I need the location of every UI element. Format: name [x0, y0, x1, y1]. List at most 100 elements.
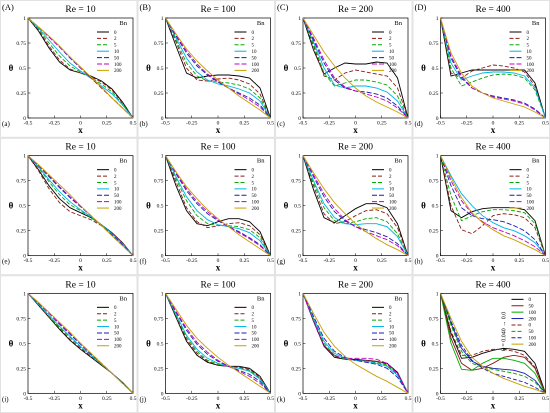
- y-tick-label: 0.75: [429, 41, 439, 47]
- legend-entry: 5: [389, 319, 392, 324]
- legend-entry: 200: [527, 207, 535, 212]
- x-tick-label: 0.5: [542, 396, 549, 402]
- panel-sublabel: (k): [277, 395, 286, 403]
- y-tick-label: 0.75: [291, 41, 301, 47]
- series-line-bn-2: [440, 155, 546, 256]
- panel-corner-label: (D): [415, 2, 427, 12]
- legend-entry: 200: [252, 207, 260, 212]
- panel-title: Re = 100: [201, 280, 236, 290]
- series-line-bn-10: [302, 293, 409, 394]
- plot-frame: [302, 17, 409, 119]
- series-line-bn-200: [27, 155, 134, 257]
- series-line-bn-2: [440, 17, 546, 119]
- series-line-bn-10: [165, 155, 271, 256]
- x-tick-label: 0.5: [405, 121, 412, 127]
- x-tick-label: -0.25: [49, 396, 61, 402]
- panel-border: [275, 0, 413, 138]
- legend-entry: 100: [114, 338, 122, 343]
- y-tick-label: 0.75: [291, 316, 301, 322]
- x-tick-label: 0.5: [542, 258, 549, 264]
- legend-entry: 10: [114, 188, 120, 193]
- panel-j: Re = 100 -0.5 -0.25 0 0.25 0.5 0 0.25 0.5 0.75 1 x θ…: [137, 275, 275, 413]
- x-tick-label: 0.5: [130, 258, 137, 264]
- panel-border: [0, 137, 138, 276]
- series-line-bn-10: [302, 17, 409, 119]
- x-tick-label: 0.25: [377, 258, 387, 264]
- series-line-bn-0: [165, 155, 271, 256]
- series-line-bn-0: [440, 155, 546, 256]
- y-tick-label: 0: [161, 254, 164, 260]
- x-tick-label: 0.5: [542, 121, 549, 127]
- y-tick-label: 0.25: [291, 229, 301, 235]
- legend-entry: 0: [252, 168, 255, 173]
- legend-entry: 10: [114, 325, 120, 330]
- panel-i: Re = 10 -0.5 -0.25 0 0.25 0.5 0 0.25 0.5 0.75 1 x θ (…: [0, 275, 138, 413]
- x-tick-label: 0.25: [239, 396, 249, 402]
- x-tick-label: -0.25: [49, 121, 61, 127]
- y-tick-label: 0.5: [19, 204, 26, 210]
- y-tick-label: 0: [23, 254, 26, 260]
- plot-frame: [440, 155, 546, 257]
- legend-entry: 50: [527, 194, 533, 199]
- panel-title: Re = 400: [476, 5, 511, 15]
- legend-entry: 10: [527, 50, 533, 55]
- panel-title: Re = 10: [65, 143, 95, 153]
- series-line-bn-200: [440, 17, 546, 119]
- legend-entry: 100: [389, 338, 397, 343]
- series-line-bn-100: [302, 155, 409, 257]
- x-tick-label: -0.25: [461, 121, 473, 127]
- panel-title: Re = 100: [201, 143, 236, 153]
- y-tick-label: 1: [23, 291, 26, 297]
- panel-sublabel: (h): [415, 258, 424, 266]
- legend-title: Bn: [257, 158, 265, 165]
- panel-title: Re = 400: [476, 280, 511, 290]
- series-line-bn-200: [165, 293, 271, 394]
- legend-title: Bn: [119, 20, 127, 27]
- y-tick-label: 1: [161, 291, 164, 297]
- plot-frame: [165, 155, 271, 257]
- y-axis-label: θ: [421, 201, 426, 211]
- x-tick-label: 0.25: [239, 121, 249, 127]
- legend-entry: 10: [252, 50, 258, 55]
- series-line-bn-100: [165, 293, 271, 394]
- y-tick-label: 0: [161, 391, 164, 397]
- legend-entry: 100: [252, 63, 260, 68]
- panel-c: (C) Re = 200 -0.5 -0.25 0 0.25 0.5 0 0.25 0.5 0.75…: [275, 0, 413, 138]
- plot-frame: [440, 292, 546, 394]
- x-tick-label: -0.25: [49, 258, 61, 264]
- panel-corner-label: (A): [2, 2, 14, 12]
- x-tick-label: 0.25: [514, 121, 524, 127]
- y-axis-label: θ: [284, 63, 289, 73]
- legend-entry: 10: [252, 188, 258, 193]
- x-axis-label: x: [353, 125, 358, 135]
- legend-entry: 50: [114, 194, 120, 199]
- series-line-bn-5: [302, 17, 409, 119]
- y-tick-label: 0.25: [429, 229, 439, 235]
- x-tick-label: -0.5: [299, 121, 308, 127]
- panel-k: Re = 200 -0.5 -0.25 0 0.25 0.5 0 0.25 0.5 0.75 1 x θ…: [275, 275, 413, 413]
- x-tick-label: -0.5: [24, 396, 33, 402]
- legend-entry: 10: [114, 50, 120, 55]
- y-tick-label: 0.5: [432, 66, 439, 72]
- series-line-bn-2: [302, 155, 409, 256]
- panel-h: Re = 400 -0.5 -0.25 0 0.25 0.5 0 0.25 0.5 0.75 1 x θ…: [412, 137, 550, 276]
- legend-entry: 5: [389, 181, 392, 186]
- series-line-bn-100: [302, 293, 409, 394]
- legend-entry: 2: [527, 175, 530, 180]
- panel-d: (D) Re = 400 -0.5 -0.25 0 0.25 0.5 0 0.25 0.5 0.75…: [412, 0, 550, 138]
- series-line-bn-10: [27, 155, 134, 256]
- y-tick-label: 0.5: [19, 66, 26, 72]
- series-line-bn-200: [440, 293, 546, 394]
- panel-f: Re = 100 -0.5 -0.25 0 0.25 0.5 0 0.25 0.5 0.75 1 x θ…: [137, 137, 275, 276]
- series-line-bn-10: [440, 155, 546, 256]
- y-tick-label: 0.5: [294, 66, 301, 72]
- y-tick-label: 1: [161, 16, 164, 22]
- legend-entry: 0: [252, 306, 255, 311]
- legend-entry: 100: [114, 63, 122, 68]
- series-line-bn-100: [165, 17, 271, 119]
- series-line-bn-50: [302, 155, 409, 256]
- x-tick-label: 0.5: [267, 121, 274, 127]
- legend-title: Bn: [394, 158, 402, 165]
- series-line-bn-5: [302, 155, 409, 256]
